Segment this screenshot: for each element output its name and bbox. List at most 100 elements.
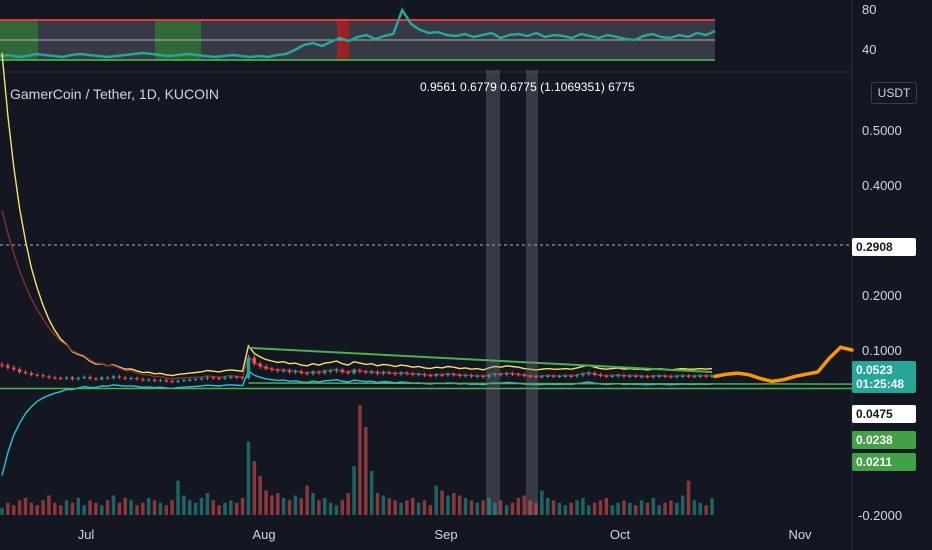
countdown-value: 01:25:48 — [856, 377, 905, 391]
volume-bar — [663, 502, 667, 515]
volume-bar — [11, 505, 16, 515]
candle — [58, 378, 63, 380]
candle — [23, 372, 28, 374]
candle — [499, 374, 503, 376]
candle — [29, 373, 34, 375]
volume-bar — [264, 490, 268, 515]
candle — [463, 375, 468, 377]
volume-bar — [487, 497, 491, 515]
candle — [88, 376, 92, 379]
candle — [604, 375, 609, 377]
volume-bar — [29, 502, 34, 515]
volume-bar — [387, 497, 392, 515]
time-axis-tick: Jul — [78, 527, 95, 542]
candle — [651, 376, 656, 378]
candle — [633, 375, 638, 377]
volume-bar — [281, 497, 286, 515]
wedge-lower-line — [248, 382, 853, 385]
projection-line — [713, 345, 854, 384]
volume-bar — [17, 500, 22, 515]
time-axis-tick: Nov — [788, 527, 812, 542]
volume-bar — [446, 495, 450, 515]
volume-bar — [240, 497, 245, 515]
volume-bar — [410, 497, 415, 515]
candle — [193, 379, 198, 381]
candle — [545, 375, 550, 377]
candle — [152, 379, 157, 381]
volume-bar — [563, 505, 568, 515]
candle — [17, 369, 22, 372]
volume-bar — [522, 495, 526, 515]
candle — [223, 377, 227, 379]
highlight-band-2 — [526, 70, 538, 515]
volume-bar — [76, 497, 81, 515]
candle — [364, 371, 368, 373]
candle — [481, 375, 485, 377]
volume-bar — [287, 500, 292, 515]
candle — [311, 372, 315, 374]
volume-bar — [540, 490, 544, 515]
volume-bar — [94, 502, 98, 515]
candle — [657, 375, 661, 377]
candle — [117, 376, 122, 378]
candle — [381, 372, 386, 374]
volume-bar — [581, 497, 585, 515]
volume-bar — [657, 505, 661, 515]
current-price-value: 0.0523 — [856, 363, 893, 377]
candle — [622, 375, 626, 377]
candle — [510, 373, 515, 375]
candle — [252, 357, 257, 364]
volume-bar — [234, 502, 239, 515]
volume-bar — [651, 497, 656, 515]
volume-bar — [428, 505, 433, 515]
osc-tick-80: 80 — [862, 2, 876, 17]
candle — [352, 370, 356, 374]
volume-bar — [475, 502, 480, 515]
oscillator-line — [0, 7, 716, 59]
symbol-title[interactable]: GamerCoin / Tether, 1D, KUCOIN — [10, 86, 220, 102]
candle — [322, 371, 327, 374]
candle — [229, 376, 233, 378]
candle — [416, 374, 421, 376]
volume-bar — [457, 495, 462, 515]
volume-bar — [141, 502, 145, 515]
volume-bar — [675, 502, 679, 515]
candle — [669, 376, 673, 378]
price-axis-tick: 0.5000 — [862, 123, 902, 138]
volume-bar — [299, 497, 304, 515]
price-axis-tick: 0.2000 — [862, 288, 902, 303]
volume-bar — [516, 497, 521, 515]
candle — [240, 377, 245, 379]
price-axis-tick: 0.4000 — [862, 178, 902, 193]
currency-button[interactable]: USDT — [871, 82, 917, 104]
candle — [82, 376, 86, 379]
volume-bar — [217, 505, 221, 515]
candle — [64, 377, 69, 379]
volume-bar — [364, 427, 368, 515]
volume-bar — [399, 502, 403, 515]
candle — [217, 378, 221, 380]
candle — [393, 373, 397, 375]
volume-bar — [258, 475, 262, 515]
candle — [487, 375, 491, 377]
volume-bar — [604, 497, 609, 515]
candle — [334, 369, 339, 371]
candle — [493, 374, 497, 376]
volume-bar — [322, 497, 327, 515]
candle — [105, 377, 110, 379]
candle — [264, 366, 268, 369]
support-level-badge: 0.0475 — [852, 405, 916, 423]
volume-bar — [176, 480, 180, 515]
volume-bar — [100, 505, 104, 515]
time-axis-tick: Sep — [434, 527, 457, 542]
volume-bar — [499, 500, 503, 515]
candle — [176, 380, 180, 382]
volume-bar — [205, 493, 210, 515]
candle — [146, 379, 151, 381]
candle — [475, 375, 480, 377]
candle — [557, 376, 562, 378]
candle — [0, 364, 4, 366]
candle — [141, 379, 145, 381]
candle — [645, 376, 650, 378]
